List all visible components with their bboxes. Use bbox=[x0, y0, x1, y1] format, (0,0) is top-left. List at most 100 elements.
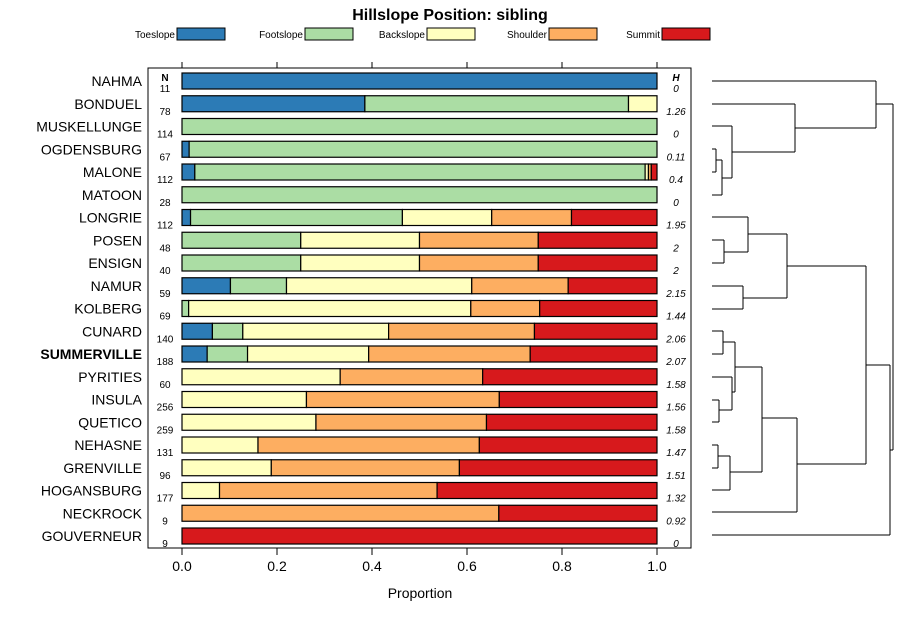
bar-segment-backslope bbox=[401, 208, 493, 227]
row-label: SUMMERVILLE bbox=[40, 346, 142, 362]
row-h-value: 1.32 bbox=[666, 494, 686, 505]
row-insula: INSULA 256 1.56 bbox=[91, 390, 686, 414]
dendro-link bbox=[730, 366, 763, 473]
x-axis-title: Proportion bbox=[388, 585, 453, 601]
legend-label-shoulder: Shoulder bbox=[507, 30, 548, 41]
bar-segment-footslope bbox=[364, 95, 630, 113]
row-n-value: 259 bbox=[157, 425, 174, 436]
legend-label-toeslope: Toeslope bbox=[135, 30, 175, 41]
bar-segment-shoulder bbox=[339, 368, 484, 386]
row-h-value: 1.44 bbox=[666, 312, 686, 323]
row-h-value: 1.56 bbox=[666, 403, 686, 414]
bar-segment-shoulder bbox=[491, 208, 573, 227]
bar-segment-footslope bbox=[229, 277, 288, 295]
legend-label-backslope: Backslope bbox=[379, 30, 426, 41]
legend-swatch-toeslope bbox=[176, 27, 226, 41]
row-label: NAMUR bbox=[91, 278, 142, 294]
row-gouverneur: GOUVERNEUR 9 0 bbox=[42, 527, 679, 550]
legend-swatch-summit bbox=[661, 27, 711, 41]
row-namur: NAMUR 59 2.15 bbox=[91, 277, 686, 300]
row-label: NEHASNE bbox=[74, 437, 142, 453]
row-h-value: 1.26 bbox=[666, 107, 686, 118]
row-label: QUETICO bbox=[78, 414, 142, 430]
row-h-value: 1.47 bbox=[666, 448, 686, 459]
bar-segment-backslope bbox=[181, 413, 317, 431]
bar-segment-summit bbox=[181, 527, 658, 545]
bar-segment-summit bbox=[537, 231, 658, 249]
row-label: LONGRIE bbox=[79, 210, 142, 226]
row-label: MALONE bbox=[83, 164, 142, 180]
x-tick-label: 1.0 bbox=[647, 558, 667, 574]
bar-segment-footslope bbox=[206, 345, 249, 363]
row-neckrock: NECKROCK 9 0.92 bbox=[63, 504, 686, 527]
row-muskellunge: MUSKELLUNGE 114 0 bbox=[36, 117, 679, 141]
dendro-link bbox=[712, 444, 719, 469]
row-posen: POSEN 48 2 bbox=[93, 231, 679, 254]
dendro-link bbox=[712, 239, 725, 264]
row-n-value: 67 bbox=[159, 152, 171, 163]
bar-segment-shoulder bbox=[181, 504, 500, 522]
row-quetico: QUETICO 259 1.58 bbox=[78, 413, 686, 436]
row-label: ENSIGN bbox=[88, 255, 142, 271]
dendro-link bbox=[712, 285, 744, 310]
dendro-link bbox=[787, 265, 867, 465]
row-h-value: 0 bbox=[673, 84, 679, 95]
row-n-value: 78 bbox=[159, 107, 171, 118]
bar-segment-footslope bbox=[181, 231, 302, 249]
dendro-link bbox=[712, 103, 796, 153]
row-h-value: 0.4 bbox=[669, 175, 683, 186]
row-label: NAHMA bbox=[91, 73, 142, 89]
bar-segment-summit bbox=[436, 481, 658, 500]
row-cunard: CUNARD 140 2.06 bbox=[82, 322, 686, 345]
row-h-value: 2 bbox=[672, 243, 679, 254]
bar-segment-summit bbox=[539, 299, 658, 318]
top-axis-ticks bbox=[181, 62, 658, 68]
row-h-value: 1.95 bbox=[666, 221, 686, 232]
bar-segment-backslope bbox=[627, 95, 658, 113]
x-axis: 0.0 0.2 0.4 0.6 0.8 1.0 bbox=[172, 548, 667, 574]
bar-segment-summit bbox=[485, 413, 658, 431]
row-grenville: GRENVILLE 96 1.51 bbox=[63, 459, 686, 482]
row-label: KOLBERG bbox=[74, 301, 142, 317]
bar-segment-summit bbox=[567, 277, 658, 295]
row-n-value: 48 bbox=[159, 243, 171, 254]
row-n-value: 112 bbox=[157, 175, 173, 186]
row-label: MUSKELLUNGE bbox=[36, 119, 142, 135]
bar-segment-backslope bbox=[181, 481, 221, 500]
bar-segment-summit bbox=[570, 208, 658, 227]
bar-segment-summit bbox=[458, 459, 658, 477]
row-summerville: SUMMERVILLE 188 2.07 bbox=[40, 345, 686, 368]
x-tick-label: 0.0 bbox=[172, 558, 192, 574]
row-n-value: 140 bbox=[157, 334, 174, 345]
h-column-header: H bbox=[672, 73, 680, 84]
bar-segment-footslope bbox=[181, 117, 658, 136]
row-n-value: 9 bbox=[162, 516, 168, 527]
x-tick-label: 0.2 bbox=[267, 558, 287, 574]
bar-segment-toeslope bbox=[181, 208, 192, 227]
bar-segment-summit bbox=[498, 390, 658, 409]
dendro-link bbox=[712, 417, 798, 513]
row-kolberg: KOLBERG 69 1.44 bbox=[74, 299, 686, 323]
bar-segment-summit bbox=[482, 368, 658, 386]
row-n-value: 96 bbox=[159, 471, 171, 482]
row-h-value: 0 bbox=[673, 130, 679, 141]
row-matoon: MATOON 28 0 bbox=[82, 186, 679, 209]
bar-segment-backslope bbox=[246, 345, 370, 363]
row-ensign: ENSIGN 40 2 bbox=[88, 254, 679, 277]
row-n-value: 28 bbox=[159, 198, 171, 209]
legend-swatch-backslope bbox=[426, 27, 476, 41]
x-tick-label: 0.6 bbox=[457, 558, 477, 574]
bar-segment-backslope bbox=[181, 390, 308, 409]
bar-segment-shoulder bbox=[471, 277, 569, 295]
bar-segment-backslope bbox=[181, 459, 272, 477]
row-n-value: 69 bbox=[159, 312, 171, 323]
chart-title: Hillslope Position: sibling bbox=[352, 7, 548, 24]
bar-segment-footslope bbox=[189, 208, 404, 227]
row-n-value: 177 bbox=[157, 494, 174, 505]
bar-segment-footslope bbox=[194, 163, 646, 181]
n-column-header: N bbox=[161, 73, 168, 84]
legend-swatch-footslope bbox=[304, 27, 354, 41]
bar-segment-shoulder bbox=[270, 459, 460, 477]
bar-segment-summit bbox=[537, 254, 658, 272]
